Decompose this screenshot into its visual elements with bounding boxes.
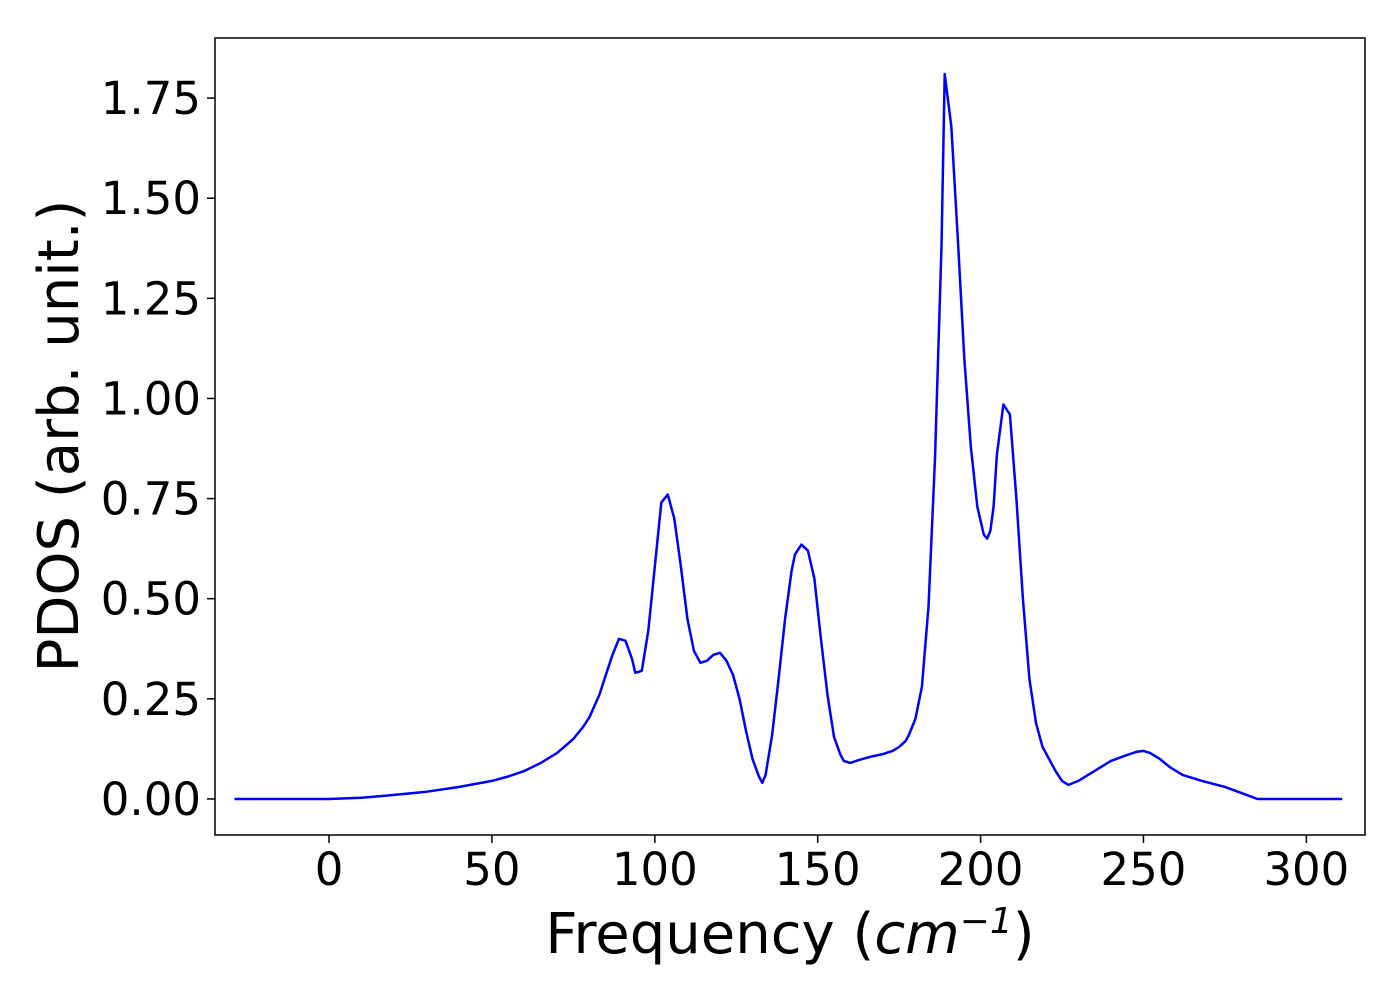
x-axis-title: Frequency (cm−1) bbox=[545, 901, 1034, 968]
x-tick-label: 100 bbox=[612, 843, 698, 896]
y-tick-label: 0.00 bbox=[101, 773, 201, 826]
y-axis-title: PDOS (arb. unit.) bbox=[27, 200, 92, 673]
y-axis-ticks: 0.00 0.25 0.50 0.75 1.00 1.25 1.50 1.75 bbox=[101, 72, 215, 826]
y-tick-label: 0.25 bbox=[101, 673, 201, 726]
y-tick-label: 1.50 bbox=[101, 172, 201, 225]
x-tick-label: 250 bbox=[1101, 843, 1187, 896]
series-line-0 bbox=[234, 72, 1343, 801]
y-tick-label: 1.75 bbox=[101, 72, 201, 125]
x-tick-label: 50 bbox=[463, 843, 520, 896]
y-tick-label: 1.00 bbox=[101, 372, 201, 425]
y-tick-label: 0.50 bbox=[101, 573, 201, 626]
x-tick-label: 150 bbox=[775, 843, 861, 896]
x-axis-ticks: 0 50 100 150 200 250 300 bbox=[315, 835, 1349, 896]
plot-frame bbox=[214, 37, 1366, 836]
y-tick-label: 1.25 bbox=[101, 272, 201, 325]
x-tick-label: 0 bbox=[315, 843, 344, 896]
series-layer bbox=[234, 72, 1343, 801]
y-tick-label: 0.75 bbox=[101, 473, 201, 526]
x-tick-label: 200 bbox=[938, 843, 1024, 896]
x-tick-label: 300 bbox=[1263, 843, 1349, 896]
